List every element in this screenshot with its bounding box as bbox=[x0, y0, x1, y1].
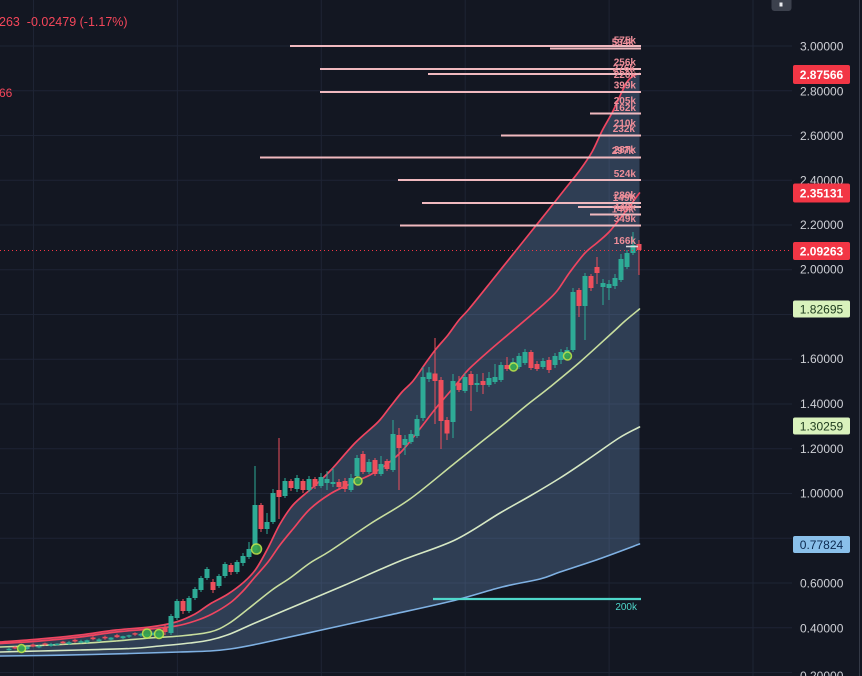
svg-text:287k: 287k bbox=[614, 145, 637, 156]
svg-text:399k: 399k bbox=[614, 81, 637, 92]
svg-text:205k: 205k bbox=[614, 96, 637, 107]
svg-text:276k: 276k bbox=[613, 64, 636, 75]
svg-text:2.00000: 2.00000 bbox=[800, 263, 844, 277]
svg-text:0.40000: 0.40000 bbox=[800, 622, 844, 636]
svg-text:349k: 349k bbox=[614, 214, 637, 225]
svg-text:2.60000: 2.60000 bbox=[800, 129, 844, 143]
svg-text:280k: 280k bbox=[614, 191, 637, 202]
svg-text:1.40000: 1.40000 bbox=[800, 397, 844, 411]
svg-text:0.60000: 0.60000 bbox=[800, 577, 844, 591]
svg-text:232k: 232k bbox=[613, 124, 636, 135]
svg-text:524k: 524k bbox=[614, 169, 637, 180]
svg-text:2.20000: 2.20000 bbox=[800, 218, 844, 232]
svg-text:1.00000: 1.00000 bbox=[800, 487, 844, 501]
svg-text:0.77824: 0.77824 bbox=[800, 538, 844, 552]
svg-text:2.09263: 2.09263 bbox=[800, 245, 844, 259]
svg-text:1.60000: 1.60000 bbox=[800, 352, 844, 366]
svg-text:0.20000: 0.20000 bbox=[800, 669, 844, 676]
svg-text:200k: 200k bbox=[615, 602, 638, 613]
svg-text:2.87566: 2.87566 bbox=[800, 68, 844, 82]
svg-text:3.00000: 3.00000 bbox=[800, 40, 844, 54]
svg-text:263 -0.02479 (-1.17%): 263 -0.02479 (-1.17%) bbox=[0, 15, 128, 29]
svg-text:2.80000: 2.80000 bbox=[800, 85, 844, 99]
svg-text:210k: 210k bbox=[614, 119, 637, 130]
svg-text:448k: 448k bbox=[614, 203, 637, 214]
svg-text:534k: 534k bbox=[612, 38, 635, 49]
svg-text:162k: 162k bbox=[614, 103, 637, 114]
svg-text:149k: 149k bbox=[613, 193, 636, 204]
svg-text:220k: 220k bbox=[614, 70, 637, 81]
svg-text:1.82695: 1.82695 bbox=[800, 303, 844, 317]
svg-text:575k: 575k bbox=[614, 36, 637, 47]
svg-text:1.30259: 1.30259 bbox=[800, 420, 844, 434]
svg-text:66: 66 bbox=[0, 86, 13, 100]
svg-text:2.35131: 2.35131 bbox=[800, 187, 844, 201]
svg-text:297k: 297k bbox=[612, 146, 635, 157]
svg-text:1.20000: 1.20000 bbox=[800, 442, 844, 456]
svg-text:140k: 140k bbox=[612, 205, 635, 216]
svg-text:166k: 166k bbox=[614, 236, 637, 247]
svg-text:256k: 256k bbox=[614, 58, 637, 69]
